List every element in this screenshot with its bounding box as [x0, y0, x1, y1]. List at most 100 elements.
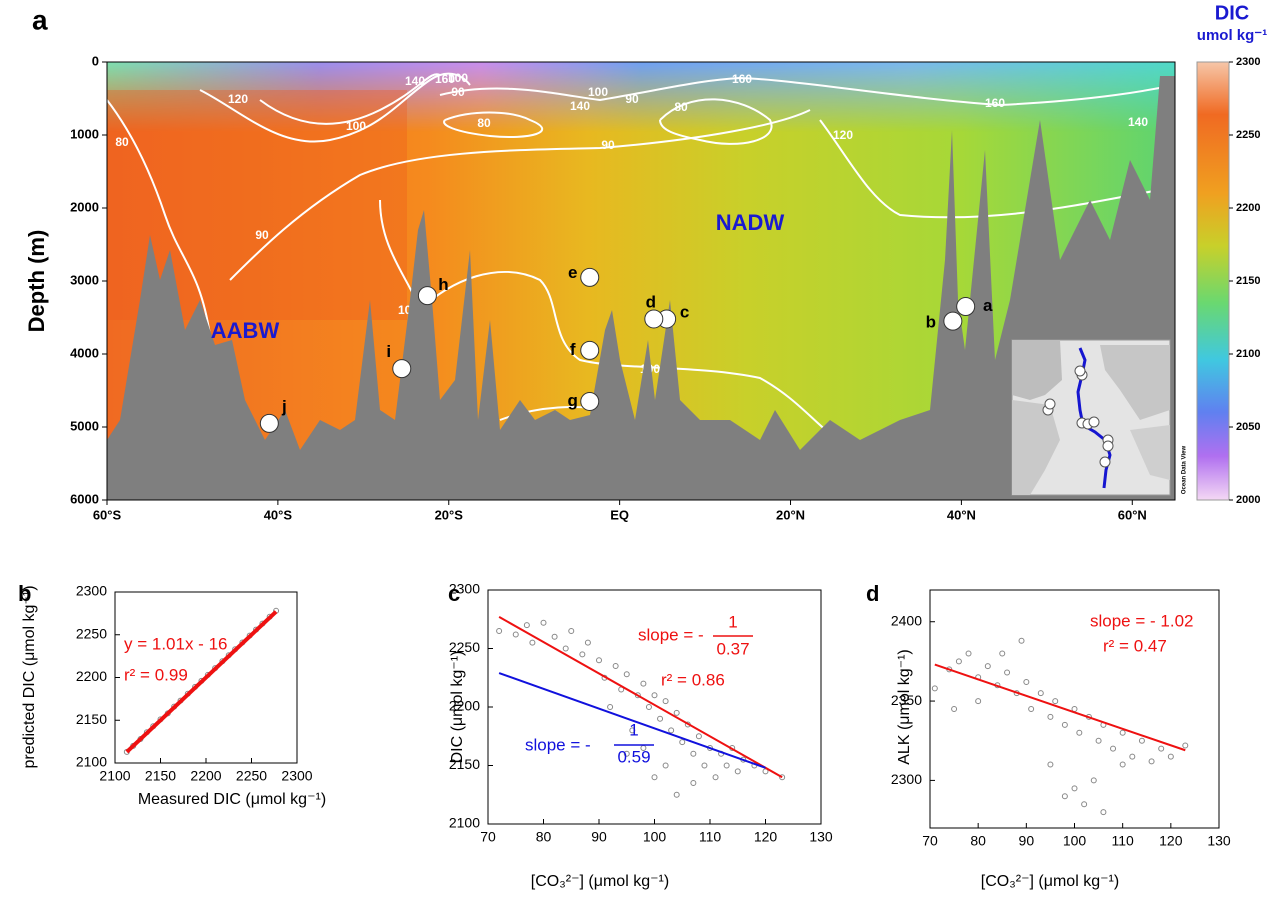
station-label: b [926, 313, 936, 332]
x-axis-label: Measured DIC (μmol kg⁻¹) [138, 791, 326, 808]
scatter-point [965, 650, 972, 657]
contour-line [439, 76, 1176, 107]
scatter-point [690, 780, 697, 787]
annotation: slope = - [525, 735, 591, 754]
scatter-point [673, 709, 680, 716]
x-tick-label: 2250 [236, 768, 267, 784]
contour-label: 90 [255, 228, 269, 242]
y-tick-label: 0 [92, 53, 99, 68]
x-tick-label: 90 [591, 829, 607, 845]
scatter-point [512, 631, 519, 638]
scatter-point [951, 706, 958, 712]
scatter-point [1076, 729, 1083, 736]
contour-label: 120 [833, 128, 853, 142]
station [580, 267, 600, 287]
annotation: y = 1.01x - 16 [124, 634, 227, 653]
colorbar-tick-label: 2300 [1236, 56, 1260, 68]
station-label: a [983, 296, 993, 315]
x-tick-label: 2300 [281, 768, 312, 784]
scatter-point [612, 663, 619, 670]
scatter-point [723, 762, 730, 769]
contour-label: 140 [1128, 115, 1148, 129]
y-tick-label: 2150 [76, 711, 107, 727]
annotation: slope = - 1.02 [1090, 611, 1194, 630]
y-tick-label: 4000 [70, 345, 99, 360]
y-tick-label: 2300 [76, 583, 107, 599]
x-tick-label: 2200 [190, 768, 221, 784]
x-axis-label: [CO₃²⁻] (μmol kg⁻¹) [531, 873, 669, 890]
y-tick-label: 2400 [891, 612, 922, 628]
scatter-point [734, 768, 741, 775]
colorbar-tick-label: 2000 [1236, 494, 1260, 506]
contour-line [259, 73, 441, 125]
y-tick-label: 2200 [449, 698, 480, 714]
y-tick-label: 2250 [449, 639, 480, 655]
scatter-point [1095, 737, 1102, 744]
x-tick-label: 60°S [93, 507, 122, 522]
station-label: i [386, 342, 391, 361]
x-tick-label: 2100 [99, 768, 130, 784]
contour-label: 120 [228, 92, 248, 106]
scatter-point [1129, 753, 1136, 760]
scatter-point [1061, 793, 1068, 800]
fit-line [498, 672, 766, 769]
scatter-point [1119, 729, 1126, 736]
scatter-point [999, 650, 1006, 657]
colorbar-title: DIC [1215, 2, 1249, 24]
scatter-point [1158, 745, 1165, 752]
y-tick-label: 2100 [76, 754, 107, 770]
bathymetry [107, 76, 1175, 500]
scatter-point [1167, 753, 1174, 760]
x-tick-label: 40°N [947, 507, 976, 522]
fit-line [934, 663, 1186, 752]
contours [106, 72, 1176, 441]
annotation: NADW [716, 210, 785, 235]
inset-land [1130, 425, 1170, 480]
x-tick-label: 130 [809, 829, 833, 845]
scatter-point [662, 762, 669, 769]
inset-land [1012, 400, 1060, 495]
y-tick-label: 2200 [76, 668, 107, 684]
scatter-point [1004, 669, 1011, 676]
contour-label: 140 [570, 99, 590, 113]
scatter-point [695, 733, 702, 740]
scatter-point [1110, 745, 1117, 752]
station-label: d [646, 292, 656, 311]
scatter-point [568, 627, 575, 634]
station-label: j [281, 397, 287, 416]
scatter-point [931, 685, 938, 692]
annotation: 0.37 [716, 639, 749, 658]
y-tick-label: 6000 [70, 491, 99, 506]
contour-label: 90 [625, 92, 639, 106]
inset-stations [1042, 365, 1114, 468]
scatter-point [562, 645, 569, 652]
scatter-point [584, 639, 591, 646]
y-tick-label: 3000 [70, 272, 99, 287]
contour-line [229, 109, 811, 281]
annotation: 1 [629, 720, 638, 739]
scatter-point [623, 750, 630, 757]
colorbar [1196, 61, 1230, 501]
scatter-point [1138, 737, 1145, 744]
annotation: r² = 0.47 [1103, 636, 1167, 655]
scatter-point [1148, 758, 1155, 765]
scatter-point [668, 727, 675, 734]
x-tick-label: 2150 [145, 768, 176, 784]
annotation: 1 [728, 612, 737, 631]
panel-label: b [18, 581, 31, 606]
x-tick-label: 20°S [435, 507, 464, 522]
x-tick-label: 80 [970, 833, 986, 849]
annotation: Ocean Data View [1182, 446, 1188, 495]
colorbar-tick-label: 2050 [1236, 421, 1260, 433]
annotation: slope = - [638, 625, 704, 644]
x-tick-label: 120 [1159, 833, 1183, 849]
annotation: AABW [211, 318, 280, 343]
y-axis-label: Depth (m) [24, 230, 49, 333]
x-tick-label: 120 [754, 829, 778, 845]
scatter-point [1028, 706, 1035, 712]
scatter-point [634, 692, 641, 699]
inset-land [1100, 345, 1170, 420]
station-label: e [568, 263, 577, 282]
scatter-point [651, 692, 658, 699]
